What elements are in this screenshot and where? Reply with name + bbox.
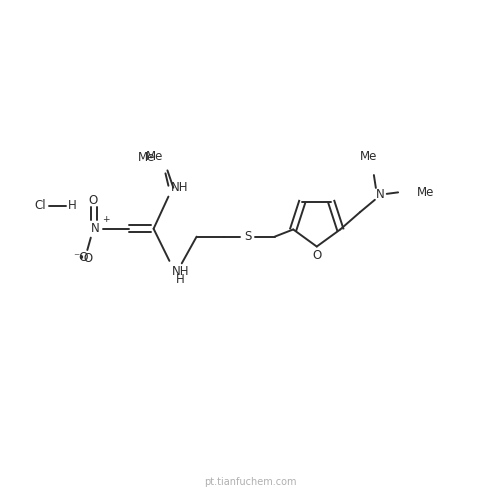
Text: N: N [376,188,384,202]
Text: O: O [88,194,98,206]
Text: pt.tianfuchem.com: pt.tianfuchem.com [204,478,296,488]
Text: Me: Me [416,186,434,199]
Text: Me: Me [138,152,156,164]
Text: O: O [312,249,322,262]
Text: S: S [244,230,251,243]
Text: H: H [176,273,184,286]
Text: Cl: Cl [34,199,46,212]
Text: Me: Me [146,150,164,163]
Text: +: + [102,216,110,224]
Text: ⁻O: ⁻O [73,251,88,264]
Text: N: N [92,222,100,235]
Text: Me: Me [360,150,378,163]
Text: NH: NH [172,265,190,278]
Text: H: H [68,199,76,212]
Text: NH: NH [171,181,188,194]
Text: •O: •O [77,252,93,265]
